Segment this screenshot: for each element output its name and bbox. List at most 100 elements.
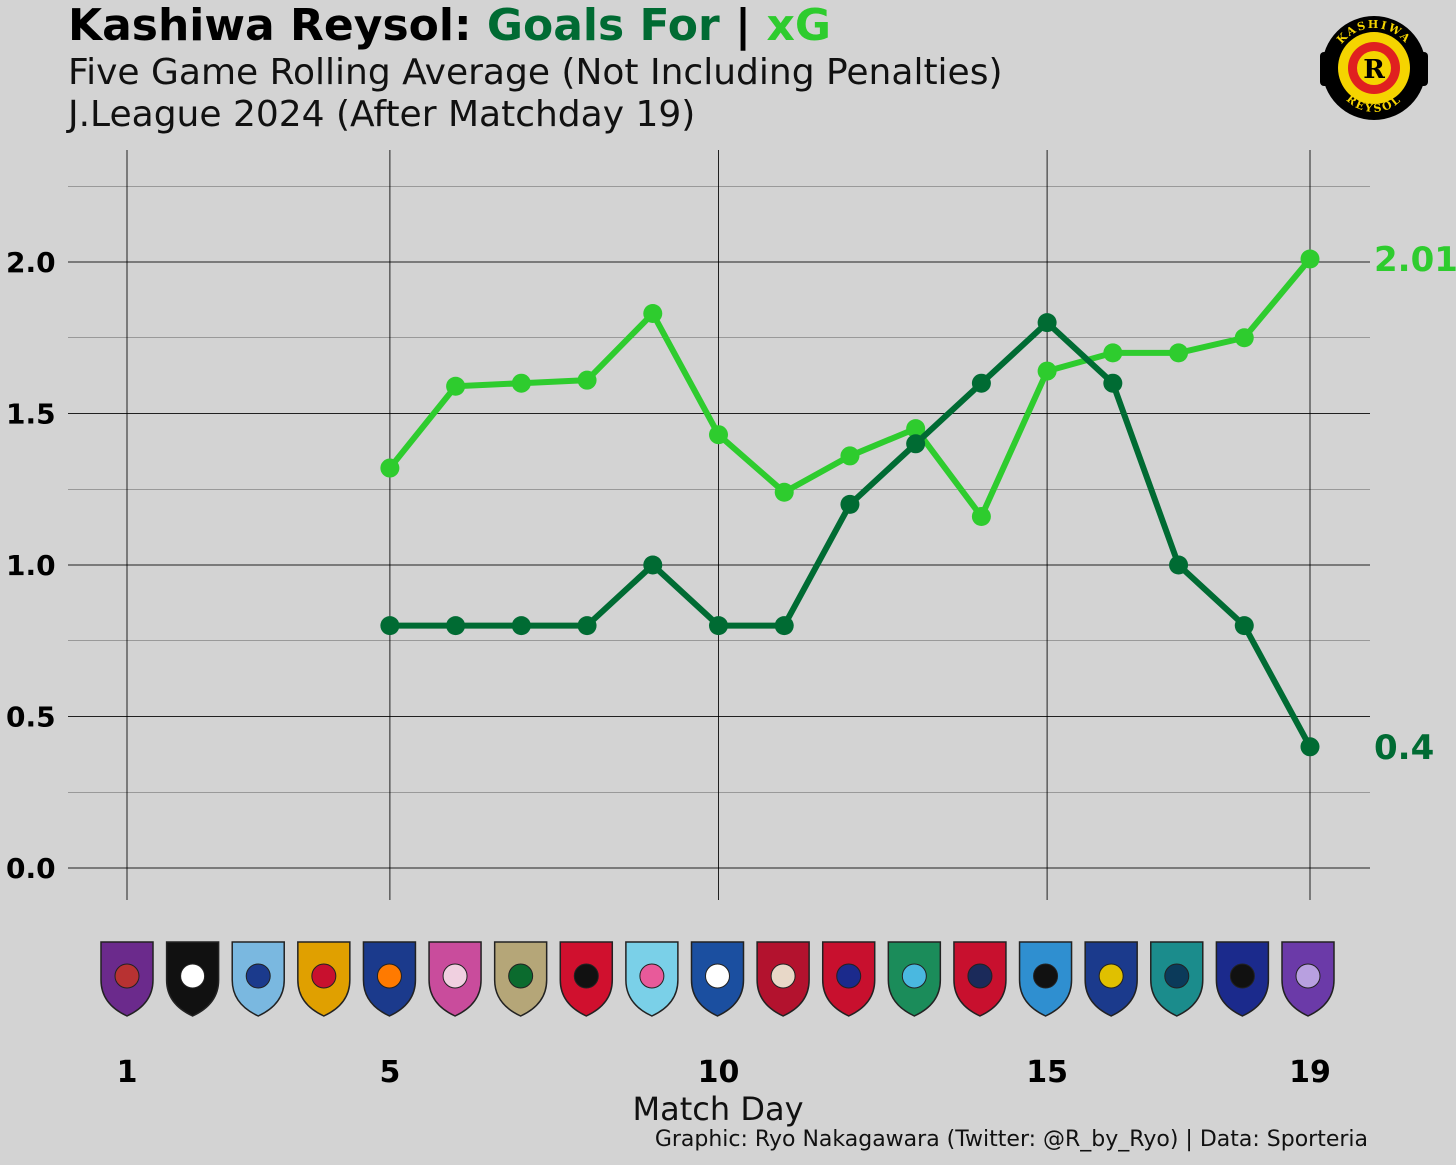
badge-emblem bbox=[573, 963, 599, 989]
badge-emblem bbox=[836, 963, 862, 989]
kashiwa-reysol-logo: R KASHIWA REYSOL bbox=[1320, 16, 1428, 120]
sagan-tosu-badge bbox=[625, 941, 679, 1017]
data-point bbox=[1169, 343, 1189, 363]
badge-emblem bbox=[376, 963, 402, 989]
data-point bbox=[1169, 555, 1189, 575]
yokohama-f-marinos-badge bbox=[1084, 941, 1138, 1017]
kyoto-sanga-badge bbox=[100, 941, 154, 1017]
y-tick-label: 0.5 bbox=[6, 701, 56, 734]
caption: Graphic: Ryo Nakagawara (Twitter: @R_by_… bbox=[654, 1127, 1368, 1152]
end-value-label: 0.4 bbox=[1374, 728, 1434, 768]
machida-zelvia-badge bbox=[690, 941, 745, 1017]
badge-emblem bbox=[311, 963, 337, 989]
title-xg: xG bbox=[766, 0, 831, 51]
jubilo-iwata-badge bbox=[231, 941, 285, 1017]
data-point bbox=[906, 434, 926, 454]
fc-tokyo-badge bbox=[821, 941, 876, 1017]
data-point bbox=[380, 616, 400, 636]
y-axis-ticks: 0.0 0.5 1.0 1.5 2.0 bbox=[6, 246, 56, 885]
x-tick-label: 19 bbox=[1289, 1055, 1331, 1090]
kawasaki-frontale-badge bbox=[1018, 941, 1073, 1017]
title-team: Kashiwa Reysol: bbox=[68, 0, 472, 51]
gamba-osaka-badge bbox=[1215, 941, 1270, 1017]
data-point bbox=[709, 616, 728, 636]
x-tick-label: 1 bbox=[117, 1055, 138, 1090]
badge-emblem bbox=[1098, 963, 1124, 989]
data-point bbox=[1103, 343, 1123, 363]
badge-emblem bbox=[1295, 963, 1321, 989]
data-point bbox=[643, 304, 663, 324]
data-point bbox=[774, 616, 794, 636]
nagoya-grampus-badge bbox=[297, 941, 351, 1017]
data-point bbox=[1234, 328, 1254, 348]
data-point bbox=[511, 616, 531, 636]
badge-emblem bbox=[442, 963, 468, 989]
data-series: 2.01 0.4 bbox=[380, 240, 1456, 768]
series-xg: 2.01 bbox=[380, 240, 1456, 527]
x-axis-ticks: 1 5 10 15 19 bbox=[117, 1055, 1331, 1090]
badge-emblem bbox=[705, 963, 730, 989]
subtitle-rolling-average: Five Game Rolling Average (Not Including… bbox=[68, 52, 1003, 93]
grid-lines bbox=[68, 150, 1370, 900]
sanfrecce-hiroshima-badge bbox=[1281, 941, 1335, 1017]
urawa-reds-badge bbox=[559, 941, 614, 1017]
badge-emblem bbox=[1229, 963, 1255, 989]
opponent-badges bbox=[100, 941, 1335, 1017]
data-point bbox=[1300, 737, 1320, 757]
data-point bbox=[380, 458, 400, 478]
avispa-fukuoka-badge bbox=[1150, 941, 1204, 1017]
title-separator: | bbox=[735, 0, 752, 51]
data-point bbox=[840, 494, 860, 514]
subtitle-league: J.League 2024 (After Matchday 19) bbox=[68, 94, 696, 135]
y-tick-label: 1.0 bbox=[6, 549, 56, 582]
logo-letter: R bbox=[1363, 55, 1385, 85]
data-point bbox=[840, 446, 860, 466]
data-point bbox=[709, 425, 728, 445]
y-tick-label: 1.5 bbox=[6, 398, 56, 431]
data-point bbox=[643, 555, 663, 575]
data-point bbox=[446, 616, 466, 636]
x-tick-label: 5 bbox=[379, 1055, 400, 1090]
data-point bbox=[577, 370, 597, 390]
cerezo-osaka-badge bbox=[428, 941, 482, 1017]
badge-emblem bbox=[180, 963, 206, 989]
x-tick-label: 10 bbox=[698, 1055, 740, 1090]
data-point bbox=[1037, 361, 1057, 381]
data-point bbox=[971, 373, 991, 393]
vissel-kobe-badge bbox=[165, 941, 220, 1017]
data-point bbox=[906, 419, 926, 439]
data-point bbox=[577, 616, 597, 636]
consadole-sapporo-badge bbox=[953, 941, 1007, 1017]
title-goals-for: Goals For bbox=[486, 0, 720, 51]
badge-emblem bbox=[245, 963, 271, 989]
albirex-niigata-badge bbox=[362, 941, 417, 1017]
series-goals-for: 0.4 bbox=[380, 313, 1434, 768]
badge-emblem bbox=[967, 963, 993, 989]
kashima-antlers-badge bbox=[756, 941, 810, 1017]
badge-emblem bbox=[639, 963, 665, 989]
data-point bbox=[1300, 249, 1320, 269]
data-point bbox=[774, 482, 794, 502]
chart-title: Kashiwa Reysol: Goals For | xG bbox=[68, 0, 1003, 52]
data-point bbox=[971, 507, 991, 527]
x-axis-label: Match Day bbox=[633, 1090, 804, 1128]
badge-emblem bbox=[508, 963, 534, 989]
badge-emblem bbox=[114, 963, 140, 989]
data-point bbox=[1103, 373, 1123, 393]
y-tick-label: 2.0 bbox=[6, 246, 56, 279]
end-value-label: 2.01 bbox=[1374, 240, 1456, 280]
badge-emblem bbox=[770, 963, 796, 989]
badge-emblem bbox=[901, 963, 927, 989]
data-point bbox=[446, 376, 466, 396]
data-point bbox=[511, 373, 531, 393]
badge-emblem bbox=[1033, 963, 1059, 989]
data-point bbox=[1037, 313, 1057, 333]
badge-emblem bbox=[1164, 963, 1190, 989]
data-point bbox=[1234, 616, 1254, 636]
shonan-bellmare-badge bbox=[887, 941, 942, 1017]
y-tick-label: 0.0 bbox=[6, 852, 56, 885]
tokyo-verdy-badge bbox=[493, 941, 548, 1017]
chart-header: Kashiwa Reysol: Goals For | xG Five Game… bbox=[68, 0, 1003, 136]
x-tick-label: 15 bbox=[1026, 1055, 1068, 1090]
